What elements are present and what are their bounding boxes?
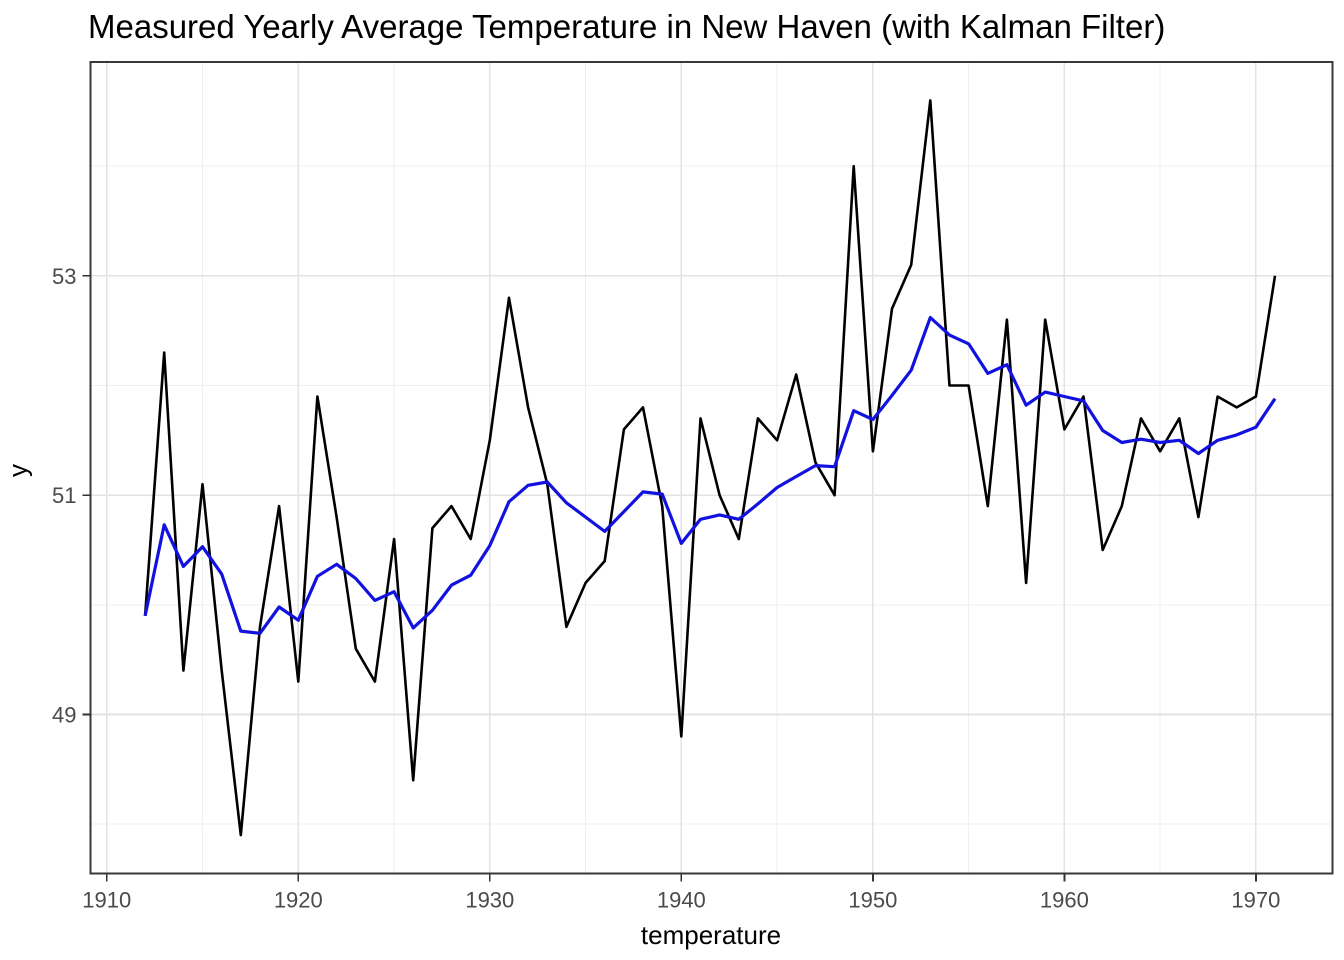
- x-axis-title: temperature: [640, 920, 782, 950]
- y-tick-label-49: 49: [52, 702, 76, 727]
- kalman-filter-line: [143, 315, 1277, 635]
- y-axis-title: y: [2, 464, 33, 477]
- data-series: [143, 99, 1277, 837]
- panel-border: [89, 61, 1334, 875]
- y-tick-label-51: 51: [52, 483, 76, 508]
- measured-line: [143, 99, 1277, 837]
- x-tick-label-1940: 1940: [657, 888, 706, 913]
- y-axis-tick-labels: 49 51 53: [52, 264, 76, 728]
- x-axis-tick-labels: 1910 1920 1930 1940 1950 1960 1970: [82, 888, 1280, 913]
- axis-tick-marks: [82, 274, 1257, 882]
- x-tick-label-1960: 1960: [1040, 888, 1089, 913]
- x-tick-label-1910: 1910: [82, 888, 131, 913]
- x-tick-label-1970: 1970: [1231, 888, 1280, 913]
- x-tick-label-1950: 1950: [848, 888, 897, 913]
- y-tick-label-53: 53: [52, 264, 76, 289]
- x-tick-label-1920: 1920: [274, 888, 323, 913]
- x-tick-label-1930: 1930: [465, 888, 514, 913]
- gridlines-major: [90, 62, 1333, 874]
- chart-title: Measured Yearly Average Temperature in N…: [88, 8, 1166, 45]
